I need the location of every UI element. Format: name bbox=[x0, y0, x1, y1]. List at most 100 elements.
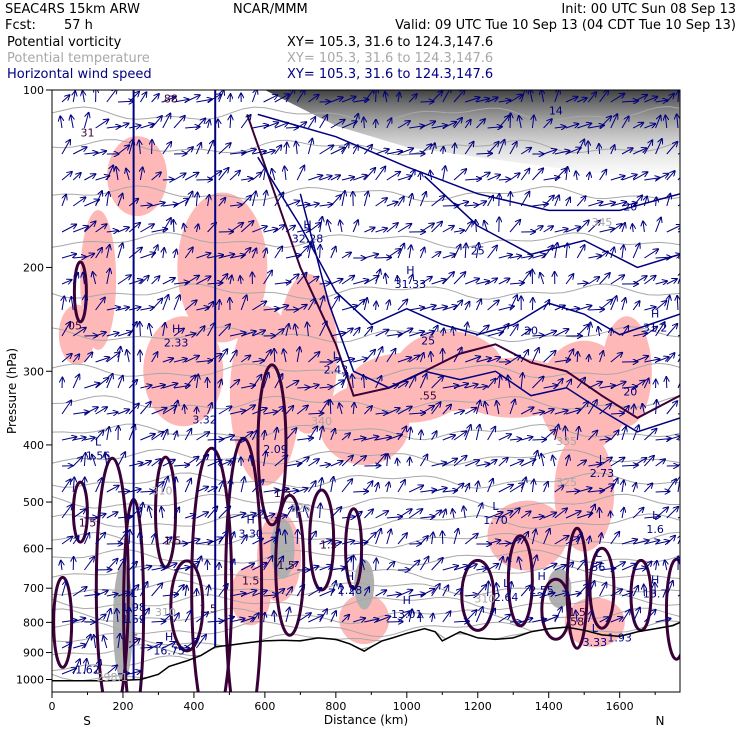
wind-vector bbox=[363, 90, 374, 103]
wind-vector bbox=[195, 635, 206, 649]
wind-vector bbox=[296, 585, 304, 597]
wind-vector bbox=[599, 144, 600, 155]
wind-vector bbox=[565, 562, 573, 571]
wind-vector bbox=[263, 229, 278, 232]
wind-vector bbox=[532, 516, 543, 518]
wind-vector bbox=[453, 589, 461, 597]
wind-vector bbox=[508, 376, 510, 389]
wind-vector bbox=[162, 179, 174, 180]
wind-vector bbox=[140, 276, 148, 285]
wind-vector bbox=[139, 609, 149, 623]
wind-vector bbox=[543, 331, 557, 337]
wind-vector bbox=[103, 636, 106, 649]
wind-vector bbox=[274, 374, 283, 389]
wind-vector bbox=[610, 353, 622, 363]
wind-vector bbox=[666, 377, 667, 389]
wind-vector bbox=[543, 150, 557, 155]
wind-vector bbox=[386, 223, 398, 233]
wind-vector bbox=[330, 175, 340, 181]
wind-vector bbox=[240, 115, 250, 129]
wind-vector bbox=[431, 91, 443, 103]
wind-vector bbox=[252, 539, 263, 545]
wind-vector bbox=[196, 253, 210, 259]
wind-vector bbox=[264, 431, 265, 441]
wind-vector bbox=[420, 223, 434, 233]
wind-vector bbox=[173, 282, 189, 284]
wind-vector bbox=[140, 224, 154, 233]
field-name-theta: Potential temperature bbox=[7, 51, 150, 66]
wind-vector bbox=[541, 454, 544, 467]
theta-contour bbox=[52, 579, 680, 597]
wind-vector bbox=[510, 113, 511, 129]
wind-vector bbox=[297, 488, 307, 492]
wind-vector bbox=[95, 431, 104, 441]
wind-vector bbox=[376, 559, 377, 571]
wind-vector bbox=[218, 461, 231, 467]
wind-vector bbox=[218, 584, 228, 597]
wind-vector bbox=[296, 457, 309, 467]
wind-vector bbox=[430, 171, 432, 181]
wind-vector bbox=[397, 358, 411, 363]
wind-vector bbox=[453, 169, 466, 181]
wind-vector bbox=[129, 530, 130, 545]
wind-vector bbox=[207, 354, 222, 363]
wind-vector bbox=[397, 509, 412, 519]
wind-vectors bbox=[60, 90, 680, 675]
wind-vector bbox=[207, 255, 224, 258]
wind-vector bbox=[218, 198, 226, 207]
wind-vector bbox=[353, 403, 354, 415]
wind-vector bbox=[196, 487, 208, 493]
wind-vector bbox=[632, 123, 643, 129]
wind-vector bbox=[305, 506, 309, 519]
extremum-type-label: H bbox=[406, 264, 414, 277]
wind-vector bbox=[442, 385, 459, 388]
wind-vector bbox=[420, 517, 434, 519]
wind-vector bbox=[487, 175, 500, 181]
extremum-value-label: 1.6 bbox=[646, 523, 664, 536]
wind-vector bbox=[352, 456, 366, 467]
wind-vector bbox=[397, 121, 410, 129]
wind-vector bbox=[106, 486, 119, 493]
wind-vector bbox=[118, 634, 120, 649]
wind-vector bbox=[530, 90, 533, 103]
wind-vector bbox=[397, 224, 411, 233]
wind-vector bbox=[644, 307, 655, 310]
wind-vector bbox=[330, 611, 336, 623]
y-tick-label: 900 bbox=[23, 647, 44, 660]
wind-vector bbox=[263, 123, 279, 129]
wind-vector bbox=[207, 560, 208, 571]
wind-vector bbox=[352, 300, 365, 311]
north-end-label: N bbox=[656, 714, 665, 728]
wind-vector bbox=[397, 590, 412, 597]
wind-vector bbox=[364, 481, 372, 493]
wind-vector bbox=[420, 536, 428, 545]
wind-vector bbox=[129, 125, 140, 128]
wind-vector bbox=[622, 245, 624, 259]
wind-vector bbox=[577, 98, 587, 102]
wind-vector bbox=[633, 405, 634, 415]
wind-vector bbox=[476, 220, 477, 233]
wind-vector bbox=[386, 562, 395, 571]
wind-vector bbox=[196, 541, 212, 544]
wind-vector bbox=[408, 170, 415, 181]
wind-vector bbox=[196, 512, 208, 519]
wind-vector bbox=[565, 148, 581, 155]
y-tick-label: 500 bbox=[23, 496, 44, 509]
extremum-type-label: L bbox=[131, 587, 138, 600]
wind-vector bbox=[419, 192, 426, 207]
wind-vector bbox=[72, 587, 86, 597]
wind-vector bbox=[173, 359, 187, 362]
wind-vector bbox=[139, 92, 146, 103]
wind-vector bbox=[229, 559, 234, 571]
wind-vector bbox=[465, 302, 469, 311]
wind-vector bbox=[173, 401, 178, 415]
wind-vector bbox=[330, 542, 341, 544]
wind-vector bbox=[432, 614, 434, 623]
wind-vector bbox=[419, 374, 426, 389]
wind-vector bbox=[644, 562, 651, 571]
wind-vector bbox=[453, 327, 454, 337]
wind-vector bbox=[84, 383, 99, 389]
wind-vector bbox=[296, 505, 297, 519]
wind-vector bbox=[162, 430, 168, 441]
wind-vector bbox=[106, 374, 113, 389]
